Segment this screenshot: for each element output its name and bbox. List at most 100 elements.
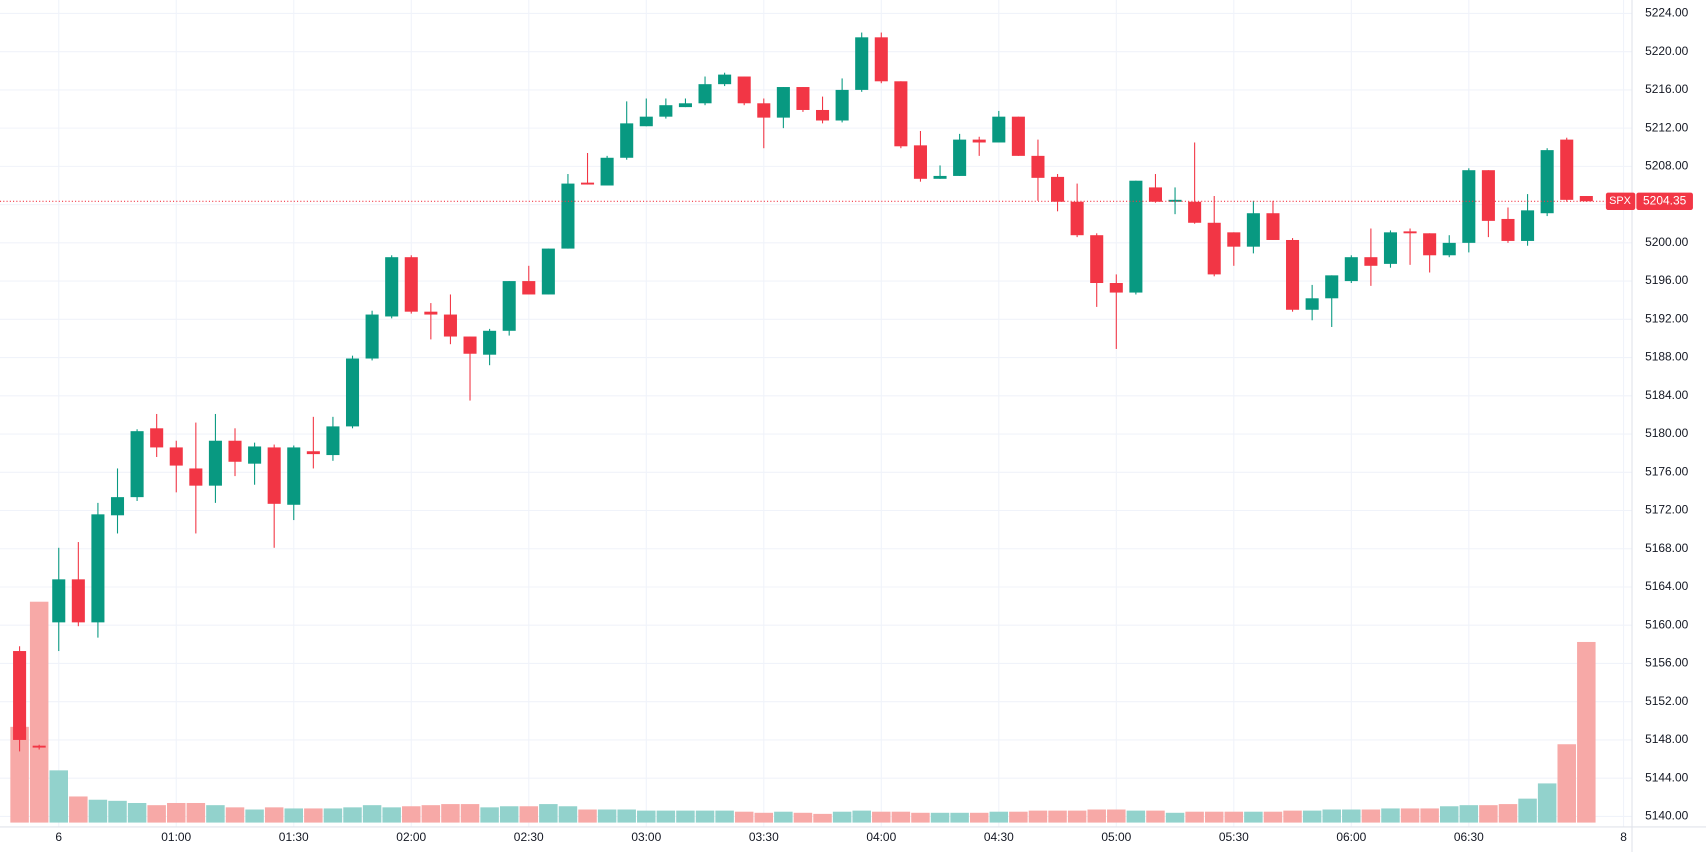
x-tick-label: 03:30 — [749, 830, 779, 844]
y-tick-label: 5176.00 — [1645, 464, 1689, 478]
volume-bar — [1498, 804, 1518, 823]
symbol-tag — [1605, 192, 1636, 210]
candle-body — [1109, 283, 1123, 293]
y-tick-label: 5200.00 — [1645, 235, 1689, 249]
candle-body — [385, 257, 399, 317]
candle-body — [1325, 275, 1339, 299]
candle-body — [91, 514, 105, 623]
candle-body — [443, 314, 457, 337]
candle-body — [776, 87, 790, 118]
volume-bar — [715, 810, 734, 823]
volume-bar — [558, 806, 578, 823]
candle-body — [71, 579, 85, 623]
candle-body — [267, 447, 281, 504]
volume-bar — [304, 808, 323, 823]
volume-bar — [1146, 810, 1165, 823]
y-tick-label: 5140.00 — [1645, 809, 1689, 823]
candle-body — [816, 109, 830, 121]
candle-body — [953, 139, 967, 176]
candle-body — [345, 358, 360, 427]
candle-body — [1521, 210, 1535, 241]
volume-bar — [1302, 810, 1322, 823]
x-tick-label: 05:30 — [1219, 830, 1249, 844]
volume-bar — [832, 811, 852, 823]
volume-bar — [1342, 809, 1361, 823]
candle-body — [561, 183, 575, 249]
volume-bar — [1263, 811, 1283, 823]
volume-bar — [519, 806, 539, 823]
volume-bar — [1185, 811, 1204, 823]
volume-bar — [382, 807, 401, 823]
candle-body — [639, 116, 653, 127]
candle-body — [463, 336, 477, 354]
x-tick-label: 04:30 — [984, 830, 1014, 844]
volume-bar — [656, 810, 676, 823]
volume-bar — [1479, 805, 1498, 823]
volume-bar — [1009, 811, 1028, 823]
candle-body — [1501, 218, 1515, 241]
candle-body — [972, 139, 986, 143]
candle-body — [1090, 235, 1104, 284]
volume-bar — [264, 807, 284, 823]
last-price-tag — [1636, 192, 1693, 210]
volume-bar — [1537, 783, 1557, 823]
candle-body — [1129, 180, 1143, 293]
candle-body — [52, 579, 66, 623]
candle-body — [855, 37, 869, 90]
y-tick-label: 5192.00 — [1645, 311, 1689, 325]
candle-body — [522, 281, 536, 295]
candle-body — [424, 311, 438, 315]
y-tick-label: 5208.00 — [1645, 159, 1689, 173]
x-tick-label: 8 — [1620, 830, 1627, 844]
volume-bar — [637, 810, 656, 823]
candle-body — [502, 281, 516, 331]
candle-body — [1579, 196, 1593, 202]
candle-body — [326, 426, 340, 456]
volume-bar — [343, 807, 362, 823]
last-price-label: 5204.35 — [1643, 193, 1687, 207]
candle-body — [757, 103, 771, 118]
candle-body — [1383, 232, 1398, 264]
volume-bar — [1028, 810, 1048, 823]
candle-body — [404, 257, 418, 312]
volume-bar — [245, 809, 264, 823]
volume-bar — [1204, 811, 1224, 823]
volume-bar — [480, 807, 499, 823]
candle-body — [483, 330, 497, 355]
candle-body — [1462, 170, 1476, 243]
y-tick-label: 5156.00 — [1645, 656, 1689, 670]
candle-body — [1266, 213, 1280, 240]
candle-body — [1423, 233, 1437, 256]
candle-body — [1070, 201, 1084, 236]
volume-bar — [323, 808, 343, 823]
volume-bar — [10, 726, 29, 823]
volume-bar — [774, 811, 793, 823]
volume-bar — [206, 805, 225, 823]
candle-body — [130, 431, 144, 498]
symbol-label: SPX — [1609, 195, 1632, 207]
volume-bar — [911, 812, 930, 823]
candle-body — [894, 81, 908, 147]
candle-body — [620, 123, 634, 158]
volume-bar — [1459, 805, 1479, 823]
volume-bar — [127, 802, 147, 823]
candle-body — [248, 446, 262, 464]
y-tick-label: 5172.00 — [1645, 503, 1689, 517]
volume-bar — [930, 812, 950, 823]
volume-bar — [29, 601, 49, 823]
volume-bar — [1244, 811, 1263, 823]
volume-bar — [1420, 808, 1439, 823]
volume-bar — [460, 804, 480, 823]
volume-bar — [1361, 809, 1381, 823]
candle-body — [169, 447, 183, 466]
volume-bar — [950, 812, 969, 823]
y-tick-label: 5196.00 — [1645, 273, 1689, 287]
volume-bar — [225, 807, 245, 823]
volume-bar — [1067, 810, 1087, 823]
y-tick-label: 5216.00 — [1645, 82, 1689, 96]
y-tick-label: 5224.00 — [1645, 6, 1689, 20]
candle-body — [1442, 242, 1456, 256]
y-tick-label: 5212.00 — [1645, 120, 1689, 134]
candle-body — [835, 89, 849, 121]
